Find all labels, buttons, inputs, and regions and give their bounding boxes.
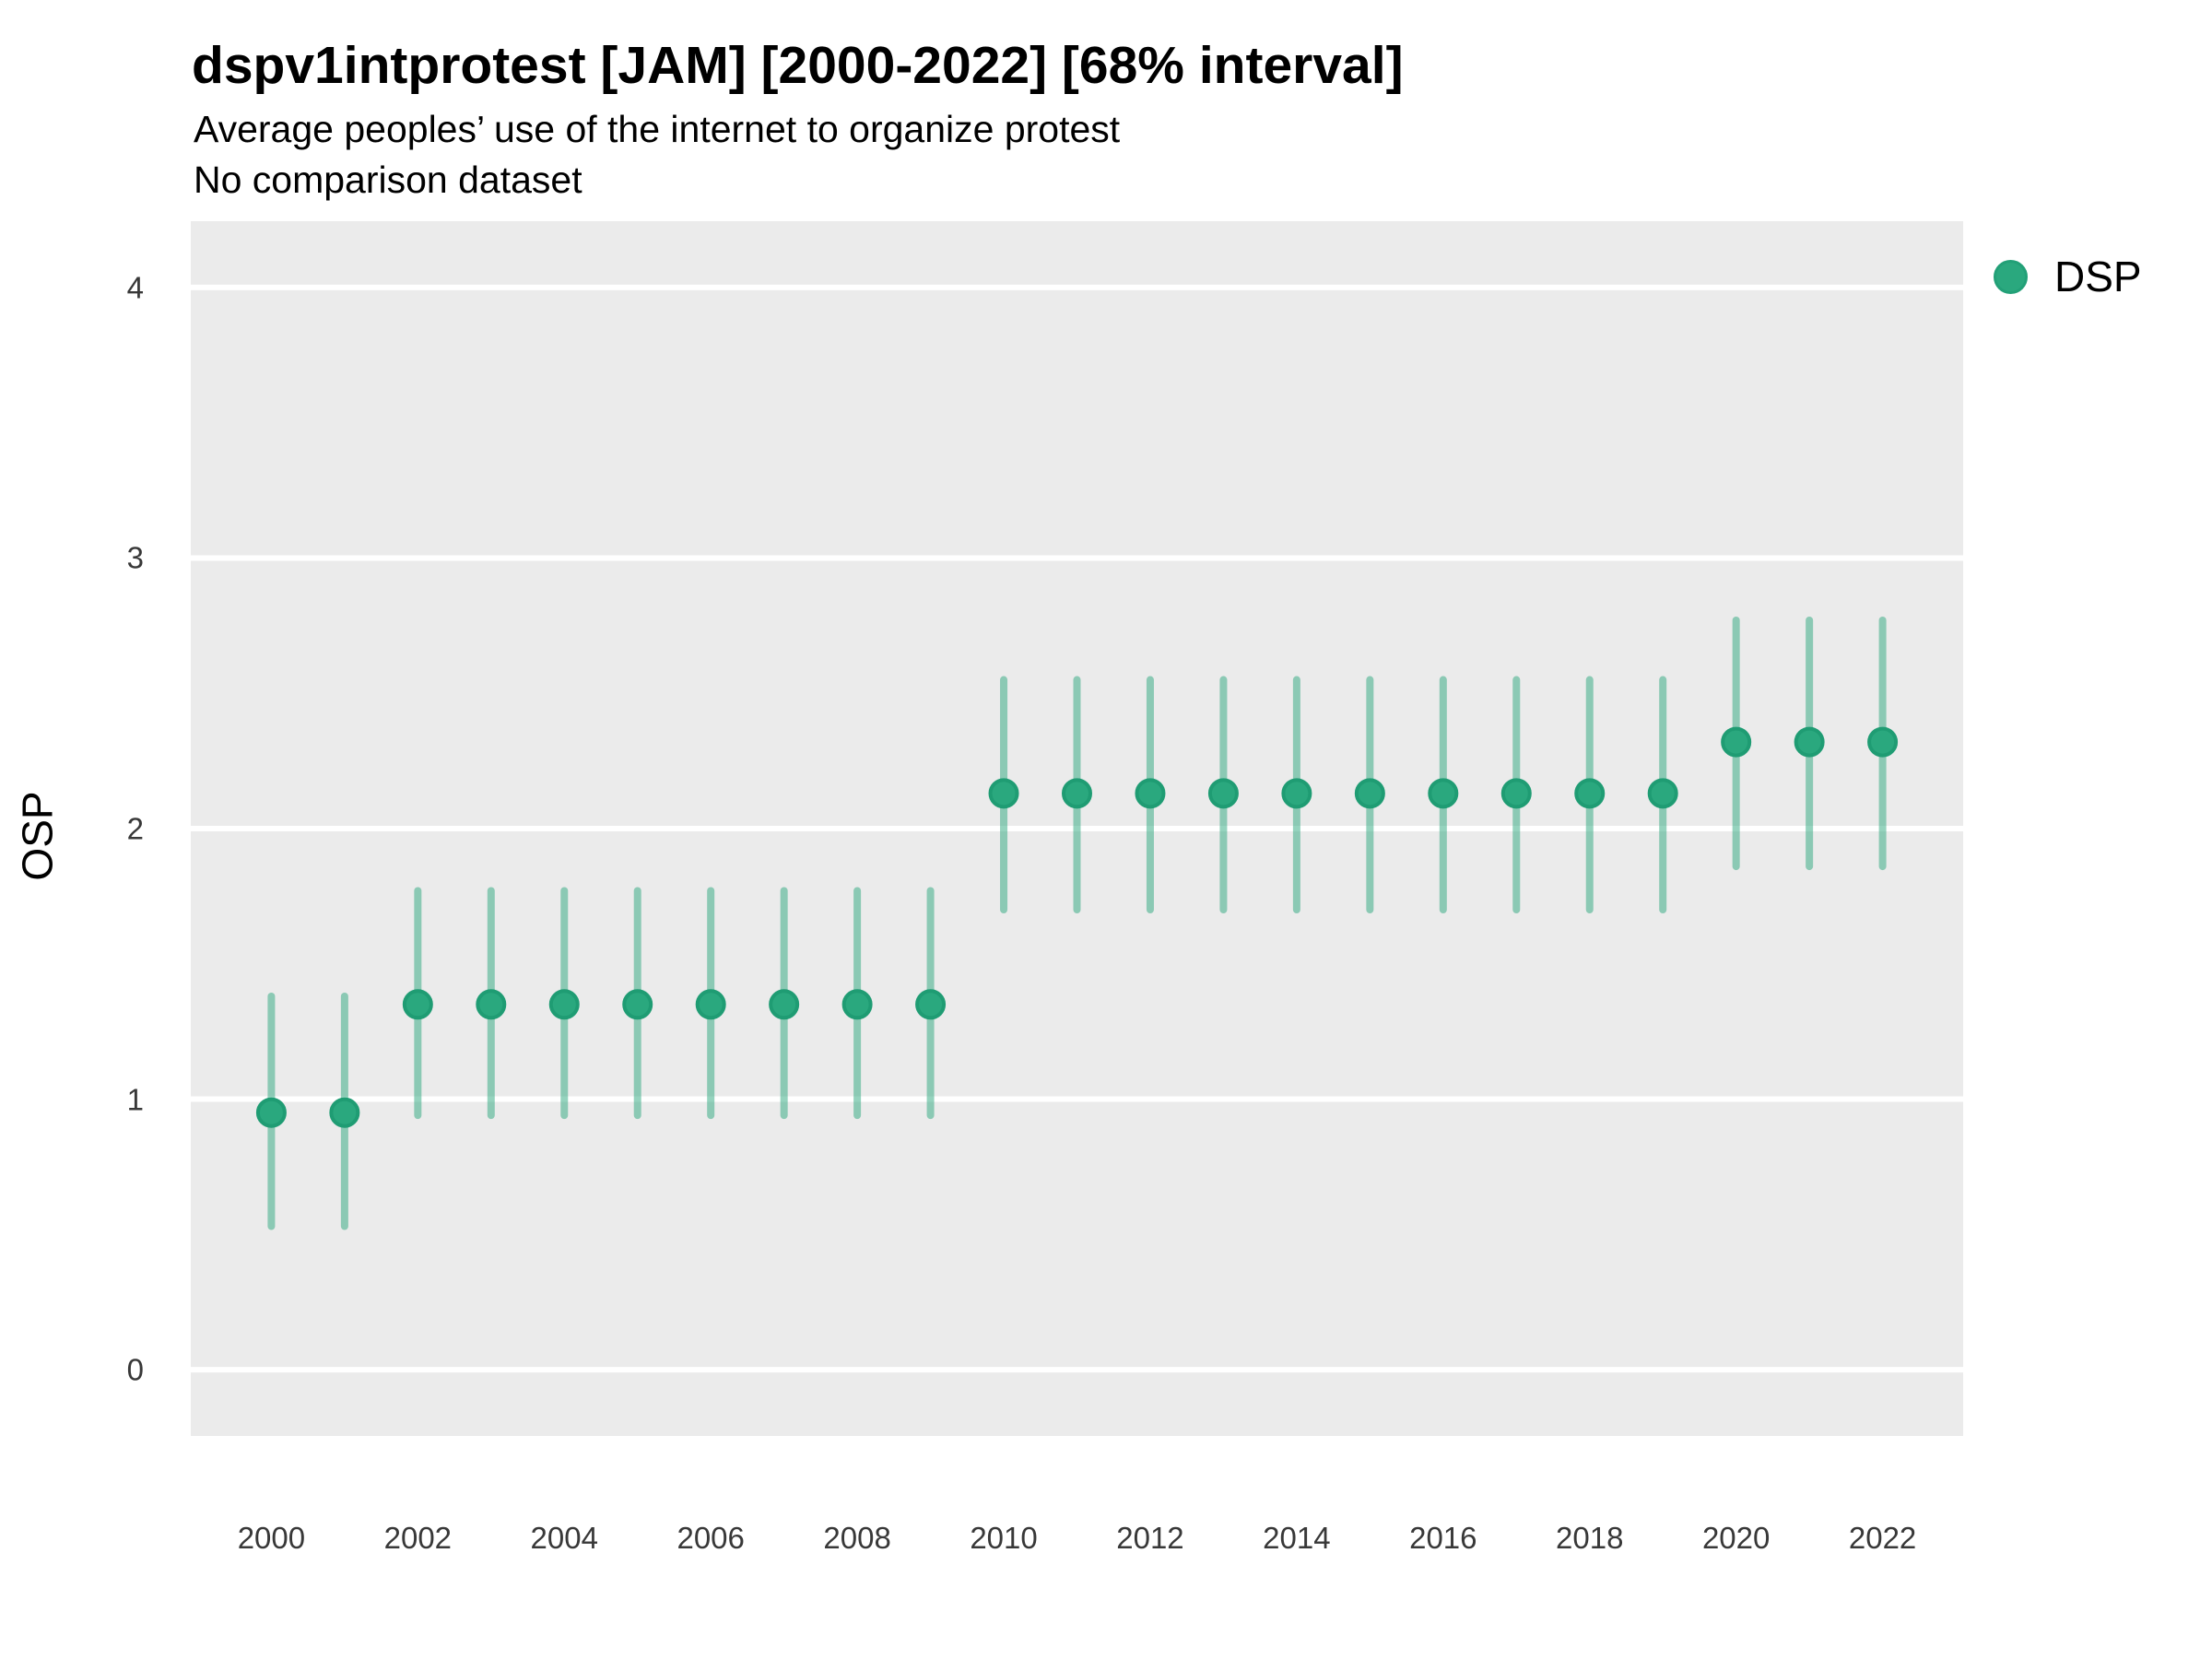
x-tick-label-2010: 2010 [970, 1521, 1038, 1555]
chart-subtitle: Average peoples’ use of the internet to … [194, 108, 1121, 150]
legend-marker-icon [1994, 259, 2028, 294]
data-point-2008 [841, 989, 873, 1020]
data-point-2004 [548, 989, 580, 1020]
y-tick-label-3: 3 [126, 540, 144, 575]
x-tick-label-2012: 2012 [1116, 1521, 1184, 1555]
data-point-2016 [1428, 778, 1459, 809]
data-point-2020 [1721, 726, 1752, 758]
y-tick-label-1: 1 [126, 1082, 144, 1117]
y-tick-label-2: 2 [126, 811, 144, 846]
chart-note: No comparison dataset [194, 159, 582, 201]
data-point-2001 [329, 1097, 360, 1128]
data-point-2006 [695, 989, 726, 1020]
data-point-2013 [1207, 778, 1239, 809]
data-point-2017 [1500, 778, 1532, 809]
data-point-2021 [1794, 726, 1825, 758]
x-tick-label-2000: 2000 [237, 1521, 306, 1555]
data-point-2000 [255, 1097, 287, 1128]
x-tick-label-2016: 2016 [1409, 1521, 1477, 1555]
data-point-2019 [1647, 778, 1678, 809]
data-point-2015 [1354, 778, 1385, 809]
data-point-2011 [1062, 778, 1092, 809]
data-point-2007 [769, 989, 800, 1020]
data-point-2012 [1135, 778, 1166, 809]
legend-label: DSP [2054, 253, 2142, 300]
x-tick-label-2018: 2018 [1556, 1521, 1624, 1555]
x-tick-label-2004: 2004 [530, 1521, 598, 1555]
data-point-2003 [476, 989, 507, 1020]
x-tick-label-2008: 2008 [823, 1521, 891, 1555]
data-point-2010 [988, 778, 1019, 809]
x-tick-label-2002: 2002 [383, 1521, 453, 1555]
chart-title: dspv1intprotest [JAM] [2000-2022] [68% i… [192, 36, 1404, 95]
data-point-2014 [1281, 778, 1312, 809]
data-point-2018 [1574, 778, 1606, 809]
data-point-2022 [1867, 726, 1899, 758]
x-tick-label-2006: 2006 [677, 1521, 745, 1555]
data-point-2009 [915, 989, 947, 1020]
x-tick-label-2022: 2022 [1848, 1521, 1917, 1555]
legend: DSP [1994, 255, 2142, 298]
plot-area [191, 221, 1963, 1436]
data-point-2002 [402, 989, 433, 1020]
data-point-2005 [622, 989, 653, 1020]
x-tick-label-2014: 2014 [1263, 1521, 1331, 1555]
y-tick-label-4: 4 [126, 270, 144, 305]
x-tick-label-2020: 2020 [1701, 1521, 1771, 1555]
chart-canvas [191, 284, 1963, 1373]
y-tick-label-0: 0 [126, 1352, 144, 1387]
